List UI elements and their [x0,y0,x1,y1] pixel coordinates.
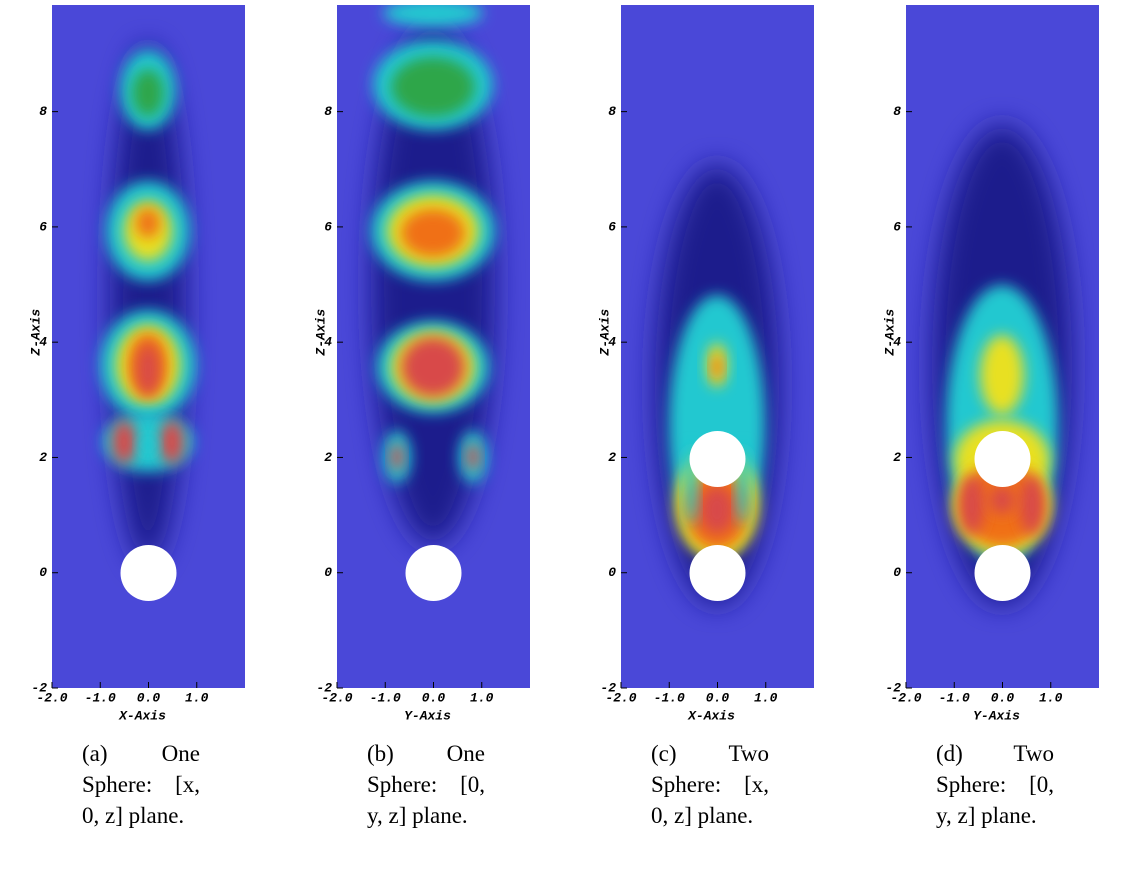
x-tick-label: 1.0 [470,690,494,705]
y-tick-label: 4 [39,335,47,350]
x-tick-label: -1.0 [939,690,970,705]
field [906,5,1099,688]
y-tick-label: -2 [885,680,901,695]
caption: (a) One Sphere: [x, 0, z] plane. [82,741,200,828]
x-tick-label: -2.0 [890,690,921,705]
y-axis-label: Z-Axis [313,309,328,357]
field-blob [391,57,475,117]
field-blob [371,25,495,545]
sphere [974,545,1031,601]
x-tick-label: 1.0 [1039,690,1063,705]
y-tick-label: 4 [608,335,616,350]
x-tick-label: -2.0 [605,690,636,705]
field [337,5,530,688]
x-axis-label: X-Axis [687,708,735,723]
field-blob [391,443,403,471]
y-tick-label: 8 [608,104,616,119]
y-tick-label: 4 [893,335,901,350]
y-tick-label: 8 [39,104,47,119]
y-tick-label: -2 [316,680,332,695]
sphere [689,545,746,601]
y-tick-label: 0 [39,565,47,580]
y-tick-label: 0 [893,565,901,580]
y-axis-label: Z-Axis [882,309,897,357]
sphere [405,545,462,601]
field-blob [1020,475,1044,535]
field-blob [136,208,160,238]
field-blob [132,69,164,117]
caption: (d) Two Sphere: [0, y, z] plane. [936,741,1054,828]
x-tick-label: -2.0 [36,690,67,705]
x-tick-label: 1.0 [754,690,778,705]
panel: -2.0 -1.0 0.0 1.0 -2 0 2 4 6 8 X-Axis Z-Axis [597,5,814,723]
y-tick-label: 4 [324,335,332,350]
y-tick-label: 2 [324,450,332,465]
y-tick-label: 0 [324,565,332,580]
field-blob [712,355,722,379]
y-tick-label: 8 [893,104,901,119]
y-tick-label: 2 [39,450,47,465]
y-tick-label: 0 [608,565,616,580]
caption: (b) One Sphere: [0, y, z] plane. [367,741,485,828]
field-blob [383,5,483,27]
x-axis-label: Y-Axis [404,708,451,723]
x-tick-label: -1.0 [370,690,401,705]
caption: (c) Two Sphere: [x, 0, z] plane. [651,741,769,828]
panel: -2.0 -1.0 0.0 1.0 -2 0 2 4 6 8 Y-Axis Z-Axis [313,5,530,723]
field-blob [160,420,184,464]
y-tick-label: -2 [31,680,47,695]
y-axis-label: Z-Axis [597,309,612,357]
y-tick-label: 2 [608,450,616,465]
sphere [974,431,1031,487]
x-tick-label: 1.0 [185,690,209,705]
panel: -2.0 -1.0 0.0 1.0 -2 0 2 4 6 8 X-Axis Z-Axis [28,5,245,723]
field-blob [467,443,479,471]
x-tick-label: 0.0 [706,690,730,705]
x-tick-label: 0.0 [991,690,1015,705]
field [621,5,814,688]
y-tick-label: -2 [600,680,616,695]
x-tick-label: -1.0 [654,690,685,705]
panel: -2.0 -1.0 0.0 1.0 -2 0 2 4 6 8 Y-Axis Z-Axis [882,5,1099,723]
y-axis-label: Z-Axis [28,309,43,357]
field-blob [401,209,465,257]
y-tick-label: 2 [893,450,901,465]
field-blob [980,335,1024,415]
x-tick-label: -2.0 [321,690,352,705]
y-tick-label: 6 [324,219,332,234]
x-tick-label: -1.0 [85,690,116,705]
field-blob [699,486,735,534]
y-tick-label: 8 [324,104,332,119]
sphere [120,545,177,601]
field [52,5,245,688]
sphere [689,431,746,487]
field-blob [990,486,1014,514]
field-blob [960,475,984,535]
y-tick-label: 6 [608,219,616,234]
field-blob [401,337,465,397]
x-tick-label: 0.0 [137,690,161,705]
y-tick-label: 6 [39,219,47,234]
field-blob [140,435,156,455]
x-axis-label: X-Axis [118,708,166,723]
x-tick-label: 0.0 [422,690,446,705]
field-blob [137,344,159,396]
x-axis-label: Y-Axis [973,708,1020,723]
y-tick-label: 6 [893,219,901,234]
field-blob [112,420,136,464]
